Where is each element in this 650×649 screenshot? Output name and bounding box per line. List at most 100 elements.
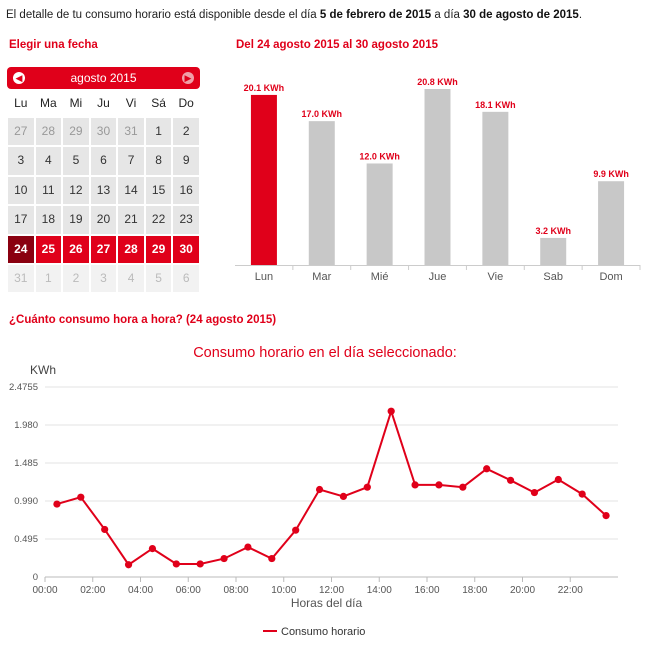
y-tick-label: 2.4755 <box>9 382 38 393</box>
calendar-day[interactable]: 24 <box>7 234 35 264</box>
calendar-day[interactable]: 17 <box>7 205 35 235</box>
series-line-consumo-horario <box>56 407 607 567</box>
calendar-day[interactable]: 13 <box>89 175 118 206</box>
calendar-day[interactable]: 12 <box>62 175 90 206</box>
date-picker: ◀ agosto 2015 ▶ Lu Ma Mi Ju Vi Sá Do 27 28 29 30 3… <box>7 67 200 294</box>
data-point <box>244 543 252 551</box>
data-point <box>387 407 395 415</box>
calendar-day[interactable]: 19 <box>62 205 90 235</box>
data-point <box>554 475 562 484</box>
calendar-day[interactable]: 11 <box>34 175 63 206</box>
y-tick-label: 0.990 <box>14 496 38 507</box>
data-point <box>530 488 539 497</box>
legend-label: Consumo horario <box>281 626 365 638</box>
calendar-day[interactable]: 22 <box>144 205 173 235</box>
calendar-day[interactable]: 1 <box>144 117 173 147</box>
calendar-day: 31 <box>7 263 35 294</box>
next-month-icon[interactable]: ▶ <box>182 72 194 84</box>
data-point <box>220 554 228 563</box>
weekday-label: Do <box>178 96 194 110</box>
calendar-day[interactable]: 10 <box>7 175 35 206</box>
x-tick-label: 22:00 <box>558 585 583 596</box>
calendar-day[interactable]: 23 <box>172 205 200 235</box>
calendar-day[interactable]: 14 <box>117 175 145 206</box>
intro-prefix: El detalle de tu consumo horario está di… <box>6 9 320 21</box>
bar-data-label: 18.1 KWh <box>475 100 516 110</box>
data-point <box>315 485 324 494</box>
weekly-bar-chart: 20.1 KWh Lun 17.0 KWh Mar 12.0 KWh Mié 20.8 KW… <box>235 77 641 283</box>
x-tick-label: 16:00 <box>414 585 439 596</box>
data-point <box>506 476 515 484</box>
calendar-day[interactable]: 25 <box>34 234 63 264</box>
intro-date-from: 5 de febrero de 2015 <box>319 9 432 21</box>
x-tick-label: Jue <box>429 271 447 283</box>
calendar-day[interactable]: 3 <box>7 146 35 176</box>
bar-vie <box>482 111 509 265</box>
bar-data-label: 12.0 KWh <box>359 151 400 161</box>
bar-data-label: 17.0 KWh <box>302 109 343 119</box>
weekday-label: Mi <box>69 96 83 110</box>
calendar-day[interactable]: 6 <box>89 146 118 176</box>
calendar-day[interactable]: 18 <box>34 205 63 235</box>
calendar-day[interactable]: 30 <box>89 117 118 147</box>
calendar-day[interactable]: 7 <box>117 146 145 176</box>
calendar-day: 3 <box>89 263 118 294</box>
calendar-day[interactable]: 29 <box>62 117 90 147</box>
calendar-day[interactable]: 27 <box>7 117 35 147</box>
calendar-day[interactable]: 30 <box>172 234 200 264</box>
x-tick-label: 00:00 <box>32 585 57 596</box>
x-axis-label: Horas del día <box>291 596 363 610</box>
calendar-day: 2 <box>62 263 90 294</box>
calendar-day[interactable]: 29 <box>144 234 173 264</box>
x-tick-label: 12:00 <box>319 585 344 596</box>
x-tick-label: Sab <box>543 271 563 283</box>
calendar-day: 5 <box>144 263 173 294</box>
data-point <box>196 560 204 568</box>
x-tick-label: Lun <box>255 271 273 283</box>
y-tick-label: 1.485 <box>14 458 38 469</box>
calendar-day[interactable]: 27 <box>89 234 118 264</box>
calendar-day[interactable]: 16 <box>172 175 200 206</box>
calendar-day[interactable]: 5 <box>62 146 90 176</box>
x-tick-label: 08:00 <box>223 585 248 596</box>
data-point <box>124 561 133 569</box>
calendar-days: 27 28 29 30 31 1 2 3 4 5 6 7 8 9 10 11 12 13 14 15 16 17 18 19 2… <box>7 117 200 294</box>
data-point <box>578 490 586 498</box>
calendar-day[interactable]: 31 <box>117 117 145 147</box>
bar-data-label: 20.8 KWh <box>417 77 458 87</box>
data-point <box>602 511 610 520</box>
calendar-day[interactable]: 8 <box>144 146 173 176</box>
intro-middle: a día <box>431 9 464 21</box>
hourly-chart-title: Consumo horario en el día seleccionado: <box>193 345 457 361</box>
y-tick-label: 0.495 <box>14 534 38 545</box>
intro-suffix: . <box>578 9 583 21</box>
bar-sab <box>540 237 567 265</box>
calendar-day[interactable]: 2 <box>172 117 200 147</box>
calendar-day[interactable]: 21 <box>117 205 145 235</box>
x-tick-label: 10:00 <box>271 585 296 596</box>
data-point <box>292 526 300 534</box>
calendar-section-title: Elegir una fecha <box>9 39 98 51</box>
intro-text: El detalle de tu consumo horario está di… <box>6 9 582 21</box>
calendar-day[interactable]: 20 <box>89 205 118 235</box>
calendar-day[interactable]: 26 <box>62 234 90 264</box>
calendar-day[interactable]: 28 <box>117 234 145 264</box>
bar-mar <box>308 121 335 266</box>
hourly-section-title: ¿Cuánto consumo hora a hora? (24 agosto … <box>9 314 277 326</box>
calendar-day: 6 <box>172 263 200 294</box>
x-tick-label: 14:00 <box>367 585 392 596</box>
y-tick-label: 1.980 <box>14 420 38 431</box>
bar-data-label: 3.2 KWh <box>535 226 571 236</box>
calendar-day[interactable]: 9 <box>172 146 200 176</box>
calendar-day[interactable]: 4 <box>34 146 63 176</box>
calendar-day[interactable]: 28 <box>34 117 63 147</box>
bar-data-label: 9.9 KWh <box>593 169 629 179</box>
calendar-day[interactable]: 15 <box>144 175 173 206</box>
x-tick-label: 20:00 <box>510 585 535 596</box>
data-point <box>339 492 348 501</box>
x-tick-label: 04:00 <box>128 585 153 596</box>
prev-month-icon[interactable]: ◀ <box>13 72 25 84</box>
data-point <box>148 545 157 553</box>
x-tick-label: Mar <box>312 271 331 283</box>
data-point <box>411 481 419 489</box>
